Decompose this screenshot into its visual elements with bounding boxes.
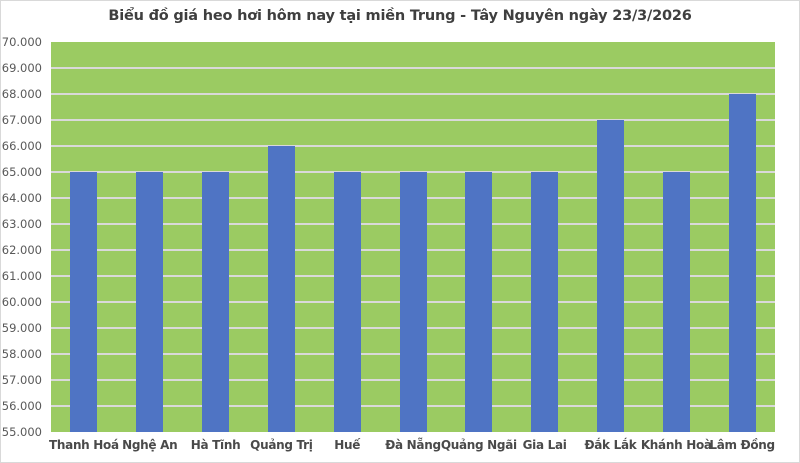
gridline xyxy=(51,119,775,121)
bar-Khánh Hoà xyxy=(662,172,690,432)
y-tick-label: 57.000 xyxy=(1,373,42,387)
bar-Nghệ An xyxy=(136,172,164,432)
plot-area xyxy=(51,42,775,432)
y-tick-label: 60.000 xyxy=(1,295,42,309)
y-tick-label: 63.000 xyxy=(1,217,42,231)
y-tick-label: 56.000 xyxy=(1,399,42,413)
bar-Quảng Trị xyxy=(267,146,295,432)
bar-Gia Lai xyxy=(531,172,559,432)
y-tick-label: 58.000 xyxy=(1,347,42,361)
gridline xyxy=(51,93,775,95)
x-tick-label: Thanh Hoá xyxy=(49,438,119,452)
gridline xyxy=(51,145,775,147)
y-tick-label: 67.000 xyxy=(1,113,42,127)
bar-Lâm Đồng xyxy=(728,94,756,432)
x-tick-label: Hà Tĩnh xyxy=(190,438,241,452)
x-tick-label: Quảng Trị xyxy=(250,438,313,452)
x-tick-label: Đắk Lắk xyxy=(584,438,637,452)
y-tick-label: 64.000 xyxy=(1,191,42,205)
bar-Thanh Hoá xyxy=(70,172,98,432)
bar-Hà Tĩnh xyxy=(202,172,230,432)
x-tick-label: Gia Lai xyxy=(522,438,567,452)
y-tick-label: 68.000 xyxy=(1,87,42,101)
x-tick-label: Quảng Ngãi xyxy=(440,438,517,452)
bar-Huế xyxy=(333,172,361,432)
x-tick-label: Khánh Hoà xyxy=(640,438,712,452)
y-tick-label: 62.000 xyxy=(1,243,42,257)
chart-title: Biểu đồ giá heo hơi hôm nay tại miền Tru… xyxy=(108,8,692,24)
x-tick-label: Lâm Đồng xyxy=(709,438,775,452)
x-tick-label: Huế xyxy=(334,438,361,452)
gridline xyxy=(51,67,775,69)
bar-Quảng Ngãi xyxy=(465,172,493,432)
x-tick-label: Nghệ An xyxy=(122,438,178,452)
y-tick-label: 65.000 xyxy=(1,165,42,179)
y-tick-label: 61.000 xyxy=(1,269,42,283)
y-tick-label: 70.000 xyxy=(1,35,42,49)
y-tick-label: 59.000 xyxy=(1,321,42,335)
y-tick-label: 66.000 xyxy=(1,139,42,153)
x-tick-label: Đà Nẵng xyxy=(385,438,441,452)
bar-Đà Nẵng xyxy=(399,172,427,432)
bar-Đắk Lắk xyxy=(596,120,624,432)
y-tick-label: 55.000 xyxy=(1,425,42,439)
y-tick-label: 69.000 xyxy=(1,61,42,75)
